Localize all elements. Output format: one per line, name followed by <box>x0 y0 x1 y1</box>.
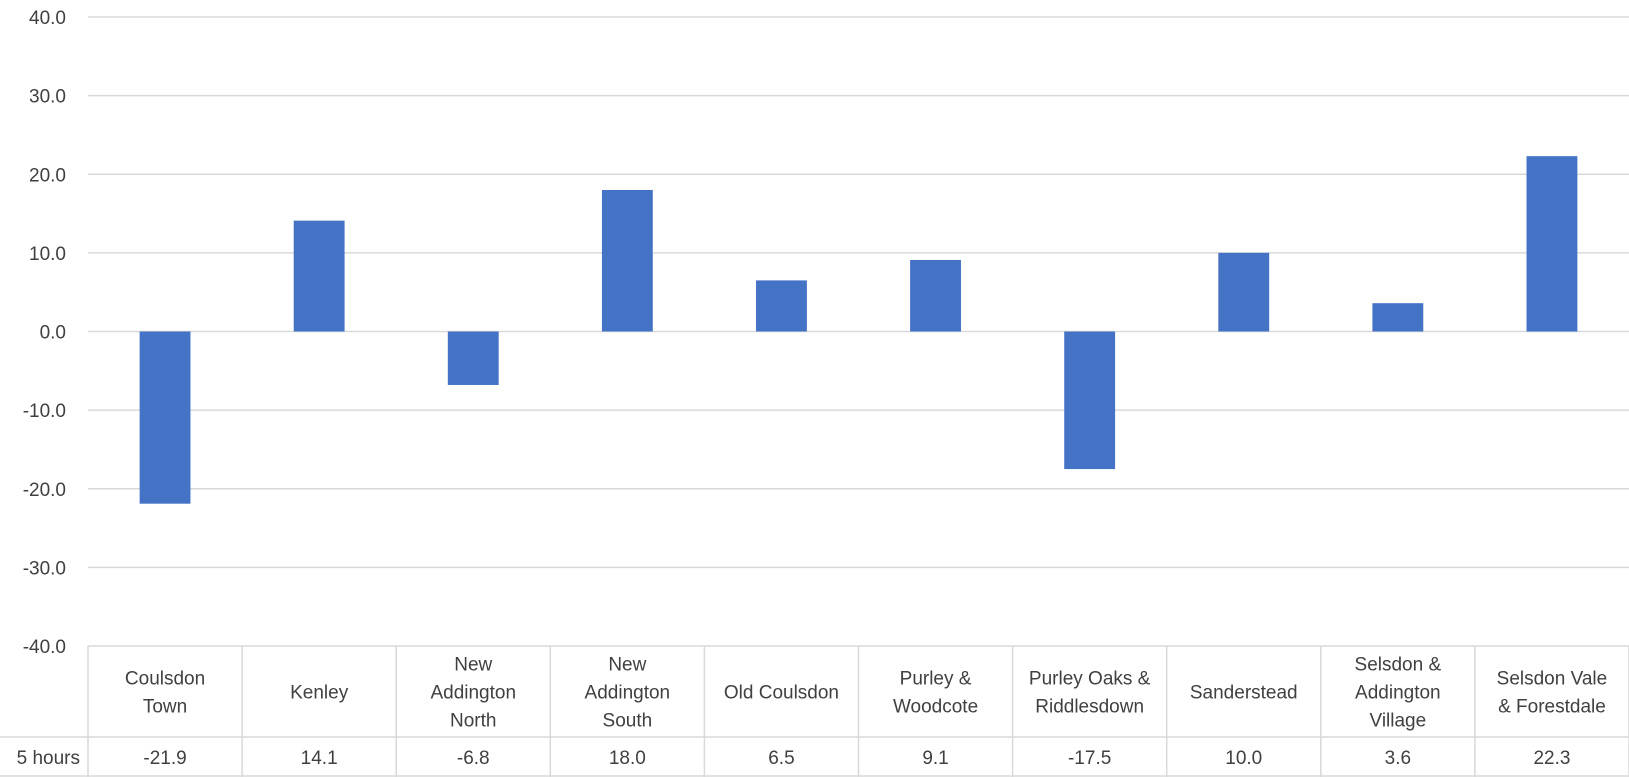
y-tick-label: 20.0 <box>29 165 66 186</box>
y-axis-tick-labels: 40.0 30.0 20.0 10.0 0.0 -10.0 -20.0 -30.0 -40.0 <box>23 8 66 658</box>
y-tick-label: -40.0 <box>23 637 66 658</box>
data-value-label: 22.3 <box>1533 748 1570 769</box>
x-category-label: Sanderstead <box>1190 683 1298 704</box>
data-value-label: 14.1 <box>301 748 338 769</box>
data-value-label: 9.1 <box>922 748 948 769</box>
bar <box>1218 252 1270 332</box>
series-name: 5 hours <box>17 748 80 769</box>
data-value-label: -17.5 <box>1068 748 1111 769</box>
x-category-label: Old Coulsdon <box>724 683 839 704</box>
y-tick-label: 0.0 <box>40 323 66 344</box>
x-category-label: New Addington South <box>585 655 671 732</box>
y-tick-label: 40.0 <box>29 8 66 29</box>
bar <box>1064 331 1116 470</box>
bar <box>910 259 961 332</box>
x-category-label: Selsdon Vale & Forestdale <box>1497 669 1608 718</box>
data-value-label: 6.5 <box>768 748 794 769</box>
bars <box>139 156 1578 504</box>
data-value-label: 10.0 <box>1225 748 1262 769</box>
x-category-label: Selsdon & Addington Village <box>1355 655 1442 732</box>
bar <box>1526 156 1578 332</box>
data-value-label: -21.9 <box>143 748 186 769</box>
x-category-label: Kenley <box>290 683 349 704</box>
y-tick-label: 10.0 <box>29 244 66 265</box>
x-category-label: Purley Oaks & Riddlesdown <box>1029 669 1151 718</box>
y-tick-label: 30.0 <box>29 87 66 108</box>
bar <box>601 189 653 332</box>
bar <box>1372 303 1424 332</box>
x-category-label: New Addington North <box>430 655 516 732</box>
data-table: Coulsdon Town Kenley New Addington North New Ad… <box>0 645 1629 777</box>
y-tick-label: -10.0 <box>23 401 66 422</box>
y-tick-label: -30.0 <box>23 558 66 579</box>
x-category-label: Coulsdon Town <box>125 669 205 718</box>
bar <box>293 220 345 332</box>
data-value-label: 3.6 <box>1385 748 1411 769</box>
bar <box>139 331 191 504</box>
data-value-label: 18.0 <box>609 748 646 769</box>
x-category-label: Purley & Woodcote <box>893 669 978 718</box>
gridlines <box>88 16 1629 569</box>
y-tick-label: -20.0 <box>23 480 66 501</box>
bar <box>447 331 499 385</box>
bar <box>756 280 807 332</box>
data-value-label: -6.8 <box>457 748 490 769</box>
